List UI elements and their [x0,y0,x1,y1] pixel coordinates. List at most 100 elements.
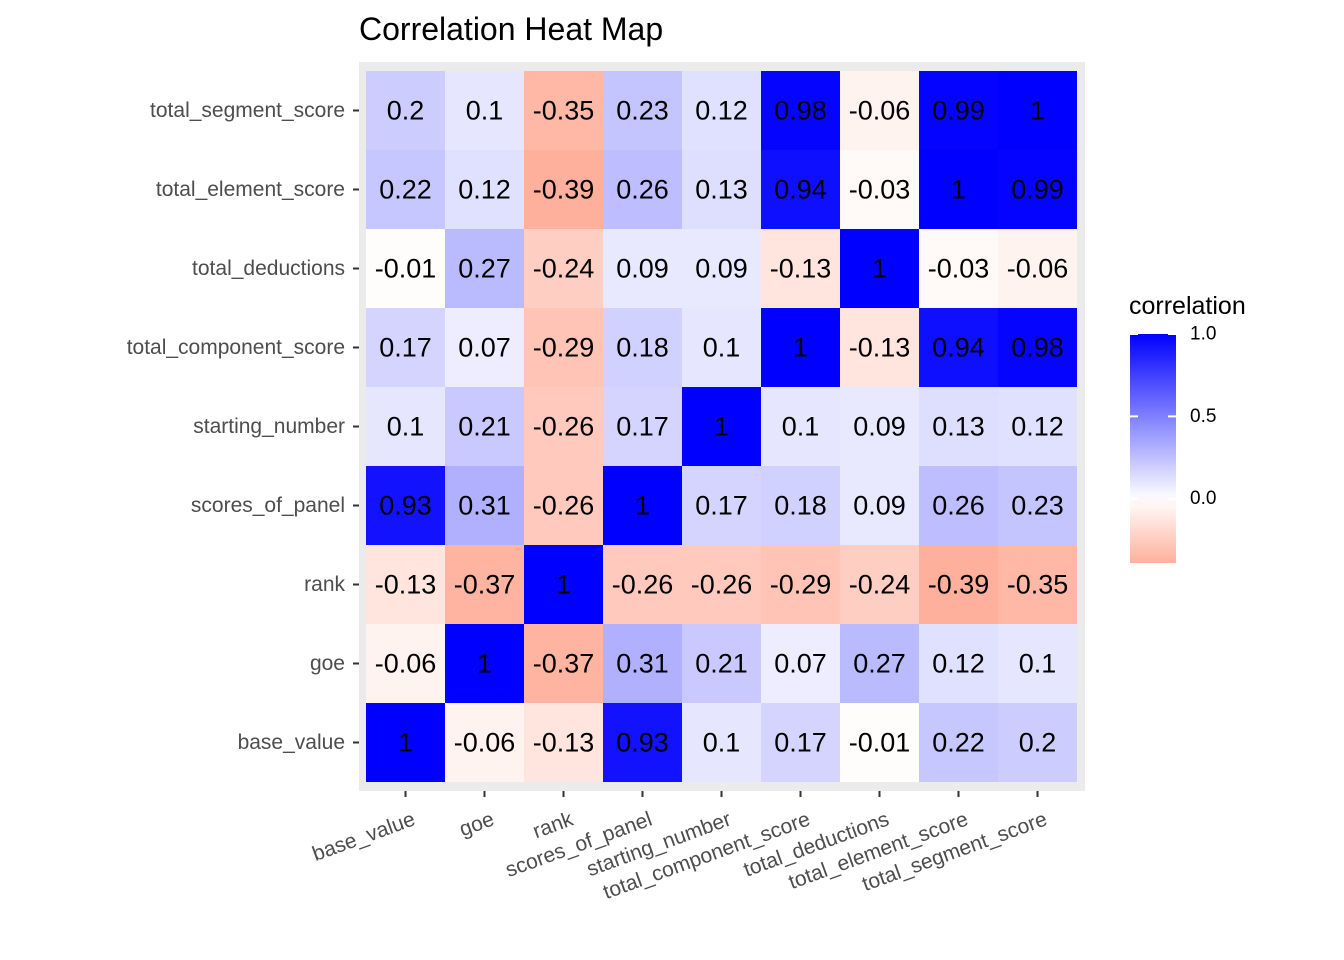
heatmap-cell [524,308,603,387]
cell-value-label: -0.29 [770,570,832,600]
heatmap-cell [761,308,840,387]
cell-value-label: 1 [714,412,729,442]
heatmap-cell [998,703,1077,782]
cell-value-label: 1 [556,570,571,600]
heatmap-cell [445,150,524,229]
x-axis: base_value goe rankscores_of_panelstarting… [309,791,1050,904]
heatmap-cell [603,308,682,387]
heatmap-cell [445,703,524,782]
heatmap-cell [524,229,603,308]
legend-tick-label: 0.0 [1190,488,1216,509]
heatmap-cell [603,150,682,229]
cell-value-label: -0.26 [612,570,674,600]
heatmap-cell [919,229,998,308]
cell-value-label: -0.24 [849,570,911,600]
cell-value-label: -0.26 [533,491,595,521]
heatmap-cell [919,466,998,545]
cell-value-label: 0.2 [387,96,425,126]
heatmap-cell [603,71,682,150]
cell-value-label: 1 [872,254,887,284]
cell-value-label: 0.98 [1011,333,1064,363]
cell-value-label: 0.1 [703,333,741,363]
cell-value-label: 0.09 [616,254,669,284]
cell-value-label: -0.06 [375,649,437,679]
cell-value-label: 0.18 [616,333,669,363]
cell-value-label: -0.35 [533,96,595,126]
heatmap-cell [998,229,1077,308]
cell-value-label: -0.13 [770,254,832,284]
cell-value-label: 0.27 [853,649,906,679]
cell-value-label: 0.99 [1011,175,1064,205]
cell-value-label: 0.27 [458,254,511,284]
legend-title: correlation [1129,292,1246,320]
heatmap-cell [603,545,682,624]
cell-value-label: 0.99 [932,96,985,126]
heatmap-cell [445,466,524,545]
cell-value-label: 0.1 [1019,649,1057,679]
y-tick-label: total_segment_score [150,99,345,122]
heatmap-cell [682,703,761,782]
heatmap-cell [840,624,919,703]
heatmap-cell [682,308,761,387]
heatmap-cell [919,545,998,624]
heatmap-cell [919,308,998,387]
cell-value-label: 0.12 [695,96,748,126]
y-tick-label: total_component_score [127,336,345,359]
cell-value-label: -0.03 [928,254,990,284]
heatmap-cell [761,624,840,703]
cell-value-label: 0.26 [932,491,985,521]
cell-value-label: 0.17 [695,491,748,521]
y-axis: base_value goe rank scores_of_panel starting… [127,99,359,754]
heatmap-cell [919,387,998,466]
heatmap-cell [366,308,445,387]
heatmap-cell [998,150,1077,229]
heatmap-cell [603,624,682,703]
heatmap-cell [998,545,1077,624]
x-tick-label: goe [456,808,497,842]
heatmap-cell [998,466,1077,545]
cell-value-label: -0.37 [454,570,516,600]
cell-value-label: 0.17 [774,728,827,758]
y-tick-label: scores_of_panel [191,494,345,517]
heatmap-cell [919,150,998,229]
cell-value-label: -0.37 [533,649,595,679]
heatmap-cell [445,71,524,150]
cell-value-label: 0.09 [853,412,906,442]
cell-value-label: 0.94 [932,333,985,363]
heatmap-cell [840,71,919,150]
heatmap-cell [761,703,840,782]
heatmap-cell [998,308,1077,387]
cell-value-label: 0.07 [774,649,827,679]
y-tick-label: total_element_score [156,178,345,201]
cell-value-label: 0.18 [774,491,827,521]
cell-value-label: 0.13 [695,175,748,205]
heatmap-cell [445,229,524,308]
cell-value-label: 0.93 [379,491,432,521]
cell-value-label: 1 [793,333,808,363]
heatmap-cell [366,466,445,545]
heatmap-cell [840,229,919,308]
cell-value-label: 0.2 [1019,728,1057,758]
heatmap-cell [445,624,524,703]
cell-value-label: -0.01 [375,254,437,284]
heatmap-cell [761,229,840,308]
cell-value-label: -0.26 [691,570,753,600]
heatmap-cell [840,150,919,229]
cell-value-label: -0.24 [533,254,595,284]
cell-value-label: 0.17 [616,412,669,442]
heatmap-cell [524,387,603,466]
cell-value-label: -0.39 [533,175,595,205]
heatmap-cell [366,387,445,466]
heatmap-cell [603,387,682,466]
cell-value-label: 1 [398,728,413,758]
heatmap-cell [919,703,998,782]
heatmap-cell [682,229,761,308]
cell-value-label: 0.31 [458,491,511,521]
heatmap-cell [524,150,603,229]
heatmap-cell [840,545,919,624]
heatmap-cell [445,308,524,387]
legend: correlation 1.0 0.5 0.0 [1129,292,1246,563]
cell-value-label: 0.98 [774,96,827,126]
heatmap-cell [998,387,1077,466]
